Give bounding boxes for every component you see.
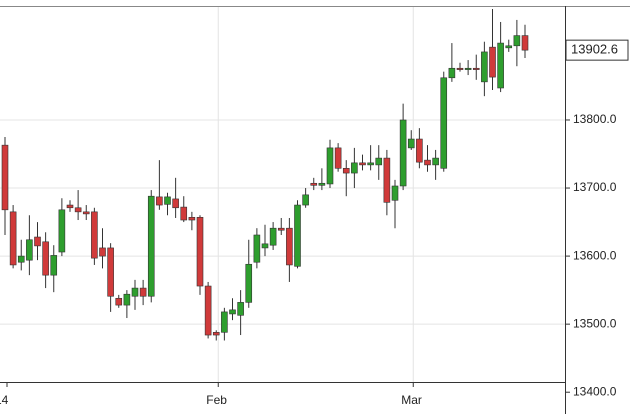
- candle-body: [180, 206, 188, 221]
- candle-body: [131, 287, 139, 297]
- candle-body: [472, 67, 480, 70]
- candle-body: [139, 287, 147, 297]
- candle-body: [196, 216, 204, 287]
- y-tick-label: 13800.0: [573, 112, 617, 126]
- candle-body: [416, 138, 423, 163]
- candle-body: [204, 285, 212, 336]
- candle-body: [212, 332, 220, 336]
- x-tick-label: 14: [0, 393, 9, 407]
- candle-body: [99, 247, 106, 257]
- candle-body: [277, 227, 285, 231]
- candle-body: [221, 311, 228, 333]
- candle-body: [318, 182, 326, 186]
- candle-body: [50, 255, 58, 276]
- candle-body: [147, 195, 155, 297]
- candle-body: [123, 293, 131, 306]
- candle-body: [334, 147, 342, 169]
- candle-body: [489, 46, 496, 78]
- candle-body: [172, 198, 179, 209]
- x-tick-label: Mar: [401, 393, 422, 407]
- candle-body: [505, 45, 513, 49]
- candle-body: [359, 162, 366, 166]
- candle-body: [34, 236, 41, 247]
- candle-body: [513, 35, 521, 47]
- candle-body: [481, 51, 488, 83]
- candle-body: [66, 204, 74, 209]
- candle-body: [229, 309, 236, 315]
- candle-body: [310, 182, 318, 186]
- candle-body: [17, 255, 25, 263]
- candle-body: [245, 263, 253, 303]
- last-price-label: 13902.6: [571, 42, 618, 57]
- candle-body: [448, 67, 456, 79]
- candle-body: [424, 159, 431, 166]
- candle-body: [440, 77, 448, 169]
- candle-body: [326, 147, 334, 185]
- candle-body: [286, 227, 293, 266]
- y-tick-label: 13500.0: [573, 316, 617, 330]
- candle-body: [261, 243, 269, 249]
- y-tick-label: 13600.0: [573, 248, 617, 262]
- candle-body: [351, 162, 358, 174]
- y-tick-label: 13700.0: [573, 180, 617, 194]
- candle-body: [9, 211, 17, 266]
- candle-body: [342, 167, 350, 174]
- candle-body: [302, 194, 309, 206]
- candle-body: [1, 144, 9, 211]
- candle-body: [115, 297, 123, 306]
- candle-body: [432, 157, 439, 166]
- candle-body: [237, 302, 244, 316]
- last-price-box: [565, 39, 629, 61]
- y-tick-label: 13400.0: [573, 384, 617, 398]
- candle-body: [294, 204, 301, 267]
- candle-body: [107, 247, 114, 297]
- candle-body: [74, 207, 82, 213]
- candle-body: [26, 239, 33, 261]
- candle-body: [253, 234, 261, 263]
- candle-body: [375, 157, 383, 166]
- candle-body: [42, 241, 49, 276]
- candle-body: [407, 138, 415, 149]
- candle-body: [82, 211, 90, 215]
- candle-body: [521, 35, 529, 51]
- candle-body: [269, 227, 277, 246]
- candle-body: [164, 196, 171, 205]
- candle-body: [91, 211, 98, 259]
- candle-body: [383, 157, 391, 203]
- candle-body: [188, 216, 196, 221]
- candle-body: [391, 185, 399, 201]
- x-tick-label: Feb: [206, 393, 227, 407]
- candle-body: [464, 67, 472, 70]
- candle-body: [456, 67, 464, 70]
- candle-body: [497, 42, 504, 89]
- candle-body: [156, 196, 163, 206]
- candle-body: [367, 162, 374, 166]
- candle-body: [58, 209, 66, 253]
- candle-body: [399, 119, 407, 187]
